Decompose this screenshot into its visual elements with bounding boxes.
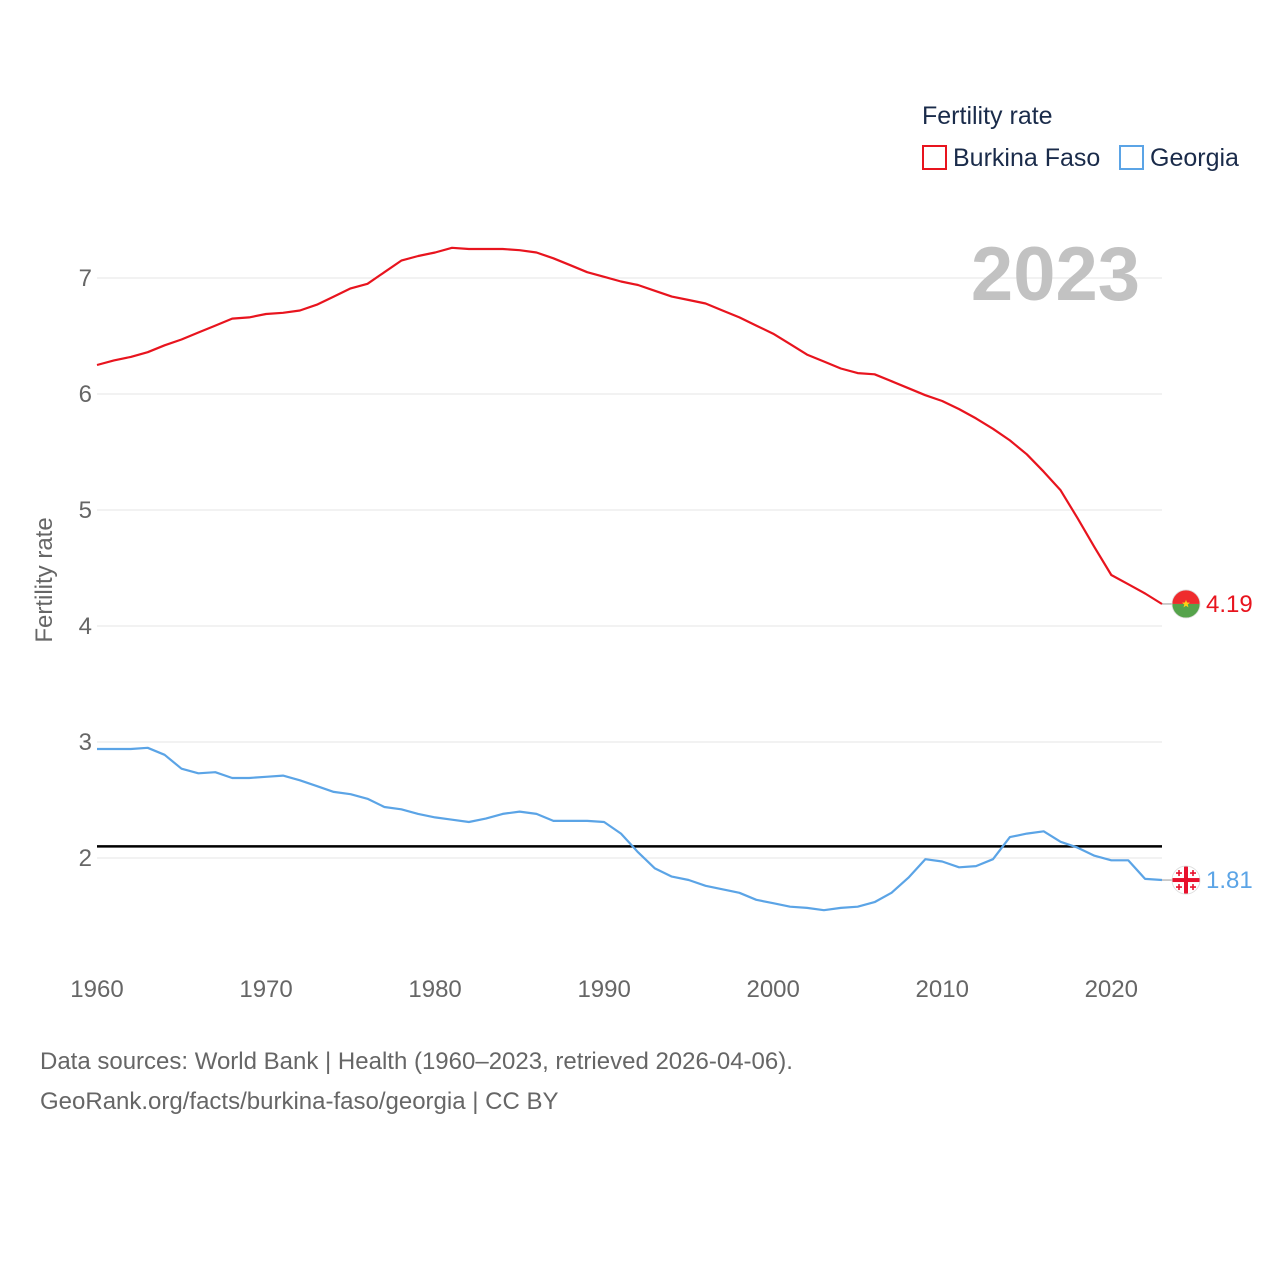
legend-swatch-burkina-faso [922,145,947,170]
x-tick-labels: 1960 1970 1980 1990 2000 2010 2020 [70,976,1138,1003]
legend-label-burkina-faso: Burkina Faso [953,144,1100,172]
georgia-flag-icon [1171,865,1201,895]
legend-swatch-georgia [1119,145,1144,170]
end-label-georgia: 1.81 [1206,867,1253,894]
y-tick-2: 2 [79,845,92,872]
x-tick-2020: 2020 [1085,976,1138,1003]
y-tick-7: 7 [79,265,92,292]
series-line-burkina-faso [96,246,1163,605]
legend-item-burkina-faso[interactable]: Burkina Faso [922,144,1100,172]
y-tick-5: 5 [79,497,92,524]
end-label-burkina-faso: 4.19 [1206,591,1253,618]
year-label: 2023 [971,232,1140,317]
legend-title: Fertility rate [922,102,1053,130]
x-tick-1960: 1960 [70,976,123,1003]
y-tick-4: 4 [79,613,92,640]
legend-label-georgia: Georgia [1150,144,1239,172]
series-lines [96,246,1163,912]
series-end-markers: 4.19 1.81 [1162,589,1253,895]
data-source-footer: Data sources: World Bank | Health (1960–… [40,1042,793,1122]
y-axis-label: Fertility rate [31,517,58,642]
series-line-georgia [97,746,1163,912]
x-tick-2010: 2010 [916,976,969,1003]
x-tick-1980: 1980 [408,976,461,1003]
x-tick-1970: 1970 [239,976,292,1003]
legend: Fertility rate Burkina Faso Georgia [922,102,1239,172]
footer-sources: Data sources: World Bank | Health (1960–… [40,1048,793,1075]
x-tick-2000: 2000 [746,976,799,1003]
y-tick-labels: 2 3 4 5 6 7 [79,265,92,872]
fertility-rate-chart: 2 3 4 5 6 7 1960 1970 1980 1990 2000 2010 2020 Fert… [31,102,1253,1003]
legend-item-georgia[interactable]: Georgia [1119,144,1239,172]
y-gridlines [97,277,1162,859]
y-tick-3: 3 [79,729,92,756]
y-tick-6: 6 [79,381,92,408]
x-tick-1990: 1990 [577,976,630,1003]
footer-attribution[interactable]: GeoRank.org/facts/burkina-faso/georgia |… [40,1088,559,1115]
burkina-faso-flag-icon [1171,589,1201,619]
